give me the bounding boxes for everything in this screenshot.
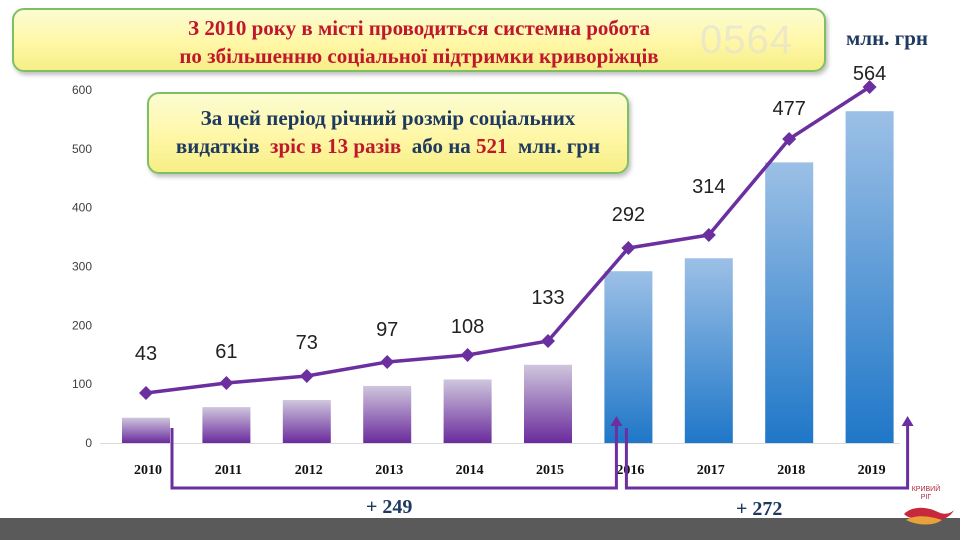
trend-marker-2017 <box>701 228 716 242</box>
title-banner: З 2010 року в місті проводиться системна… <box>12 8 826 72</box>
x-tick-label: 2010 <box>134 463 162 478</box>
info-amount: 521 <box>476 134 508 158</box>
bar-2018 <box>765 162 814 444</box>
bar-2019 <box>845 111 894 444</box>
info-callout: За цей період річний розмір соціальних в… <box>147 92 629 174</box>
data-label-2015: 133 <box>531 287 564 309</box>
increment-label-2: + 272 <box>736 498 783 520</box>
trend-marker-2015 <box>541 334 555 348</box>
trend-marker-2012 <box>299 369 314 383</box>
data-label-2016: 292 <box>612 204 645 226</box>
x-tick-label: 2012 <box>295 463 323 478</box>
city-logo-icon <box>904 507 954 525</box>
x-tick-label: 2013 <box>375 463 403 478</box>
bar-2012 <box>282 400 331 443</box>
bar-2010 <box>122 417 170 443</box>
data-label-2018: 477 <box>773 98 806 120</box>
data-label-2013: 97 <box>376 319 398 341</box>
y-tick-label: 100 <box>72 377 92 391</box>
trend-marker-2013 <box>380 355 395 369</box>
info-line-1: За цей період річний розмір соціальних <box>200 106 576 130</box>
x-tick-label: 2011 <box>215 463 242 478</box>
trend-marker-2018 <box>782 132 797 146</box>
y-tick-label: 200 <box>72 318 92 332</box>
data-label-2019: 564 <box>853 63 886 85</box>
y-tick-label: 500 <box>72 142 92 156</box>
data-labels: 43 61 73 97 108 133 292 314 477 564 <box>135 63 886 365</box>
y-tick-label: 0 <box>85 436 92 450</box>
trend-marker-2014 <box>460 348 475 362</box>
trend-marker-2019 <box>862 80 877 94</box>
trend-marker-2010 <box>139 386 153 400</box>
x-tick-label: 2014 <box>456 463 484 478</box>
x-axis: 2010 2011 2012 2013 2014 2015 2016 2017 2018 2019 <box>134 463 886 478</box>
logo-line-1: КРИВИЙ <box>911 486 941 493</box>
logo-text: КРИВИЙ РІГ <box>902 486 950 502</box>
x-tick-label: 2017 <box>697 463 725 478</box>
bar-2014 <box>443 379 492 443</box>
info-prefix: видатків <box>175 134 260 158</box>
x-tick-label: 2015 <box>536 463 564 478</box>
bracket-2016-2019 <box>624 422 910 490</box>
increment-label-1: + 249 <box>366 496 413 518</box>
bracket-arrow-2 <box>901 416 914 426</box>
info-line-2: видатків зріс в 13 разів або на 521 млн.… <box>149 134 627 159</box>
data-label-2011: 61 <box>215 341 237 363</box>
title-line-2: по збільшенню соціальної підтримки криво… <box>179 44 659 68</box>
info-times: зріс в 13 разів <box>270 134 402 158</box>
x-tick-label: 2019 <box>858 463 886 478</box>
watermark: 0564 <box>700 18 793 62</box>
trend-marker-2011 <box>219 376 234 390</box>
bars <box>122 111 894 444</box>
units-label: млн. грн <box>846 26 929 50</box>
bar-2011 <box>202 407 251 443</box>
footer-bar <box>0 518 960 540</box>
increment-brackets <box>170 416 914 490</box>
y-tick-label: 400 <box>72 201 92 215</box>
data-label-2010: 43 <box>135 343 157 365</box>
y-tick-label: 600 <box>72 83 92 97</box>
bar-2016 <box>604 271 653 443</box>
x-tick-label: 2016 <box>616 463 644 478</box>
info-mid: або на <box>411 134 471 158</box>
bar-2015 <box>524 364 572 443</box>
y-axis: 0 100 200 300 400 500 600 <box>72 83 900 450</box>
y-tick-label: 300 <box>72 260 92 274</box>
info-suffix: млн. грн <box>518 134 601 158</box>
logo-line-2: РІГ <box>920 494 932 501</box>
trend-marker-2016 <box>621 241 636 255</box>
bracket-2010-2016 <box>170 422 618 490</box>
data-label-2017: 314 <box>692 176 725 198</box>
x-tick-label: 2018 <box>777 463 805 478</box>
trend-line <box>139 80 877 400</box>
bar-2013 <box>363 385 412 443</box>
trend-polyline <box>145 85 871 395</box>
data-label-2014: 108 <box>451 316 484 338</box>
title-line-1: З 2010 року в місті проводиться системна… <box>188 16 650 40</box>
data-label-2012: 73 <box>296 332 318 354</box>
bar-2017 <box>684 258 733 443</box>
bracket-arrow-1 <box>610 416 623 426</box>
